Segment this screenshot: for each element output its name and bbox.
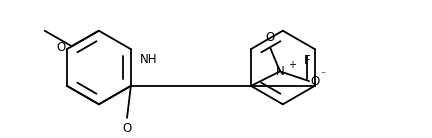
Text: +: + <box>288 60 296 70</box>
Text: O: O <box>310 75 319 87</box>
Text: O: O <box>57 41 66 54</box>
Text: O: O <box>266 31 275 44</box>
Text: F: F <box>304 54 311 67</box>
Text: O: O <box>122 122 132 135</box>
Text: NH: NH <box>140 53 157 66</box>
Text: ⁻: ⁻ <box>321 70 326 80</box>
Text: N: N <box>276 65 284 78</box>
